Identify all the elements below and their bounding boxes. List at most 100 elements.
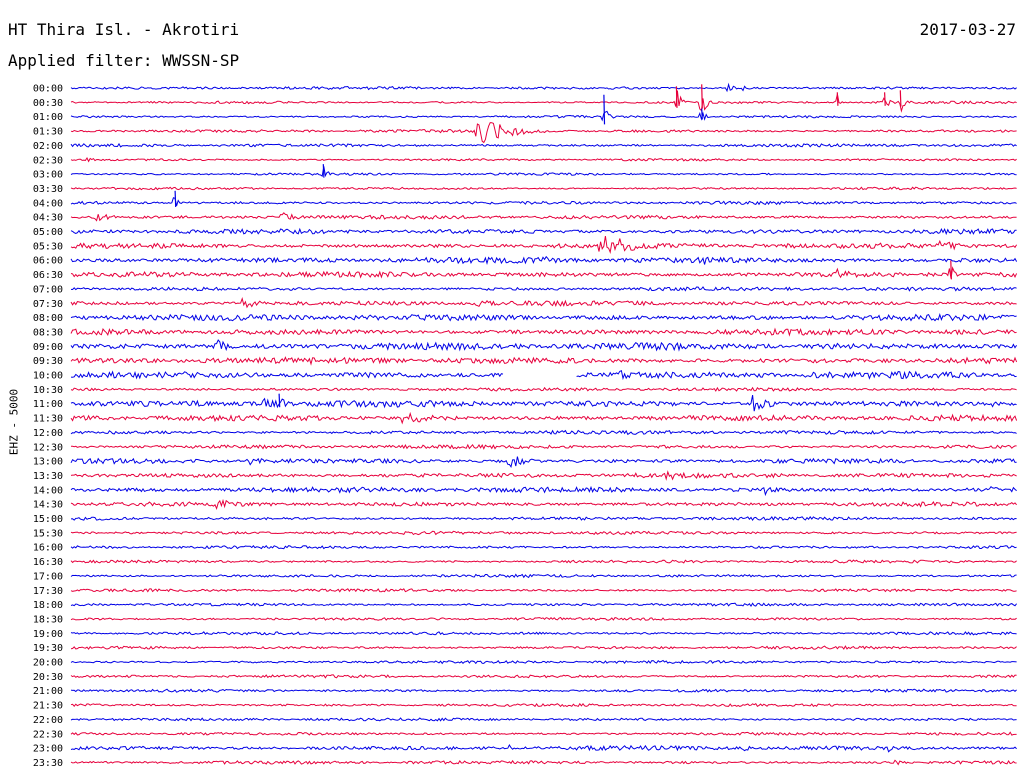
time-label: 13:00 [33, 457, 63, 468]
time-label: 15:00 [33, 514, 63, 525]
trace-row [70, 645, 1017, 650]
time-label: 17:00 [33, 571, 63, 582]
trace-row [70, 559, 1017, 564]
time-label: 19:30 [33, 643, 63, 654]
trace-row [70, 731, 1017, 736]
trace-row [70, 356, 1018, 366]
trace-row [70, 395, 1017, 412]
trace-row [70, 411, 1018, 425]
time-label: 02:00 [33, 141, 63, 152]
trace-row [70, 82, 1017, 93]
trace-row [70, 702, 1017, 708]
time-label: 04:00 [33, 198, 63, 209]
time-label: 03:00 [33, 170, 63, 181]
time-labels: 00:00 00:30 01:00 01:30 02:00 02:30 03:00 03:30… [33, 84, 63, 769]
event-spike [278, 393, 281, 408]
time-label: 14:00 [33, 485, 63, 496]
trace-row [70, 142, 1017, 148]
trace-row [70, 255, 1018, 265]
trace-row [70, 286, 1017, 292]
time-label: 00:00 [33, 84, 63, 95]
trace-row [70, 429, 1017, 436]
time-label: 19:00 [33, 629, 63, 640]
trace-row [70, 674, 1017, 679]
trace-row [70, 616, 1017, 621]
time-label: 02:30 [33, 155, 63, 166]
time-label: 01:00 [33, 112, 63, 123]
time-label: 01:30 [33, 127, 63, 138]
event-spike [701, 84, 703, 109]
time-label: 18:30 [33, 614, 63, 625]
time-label: 04:30 [33, 213, 63, 224]
time-label: 05:30 [33, 241, 63, 252]
trace-row [70, 602, 1017, 608]
time-label: 07:30 [33, 299, 63, 310]
trace-row [70, 90, 1017, 113]
time-label: 15:30 [33, 528, 63, 539]
event-spike [884, 92, 886, 106]
trace-row [70, 516, 1017, 522]
trace-row [70, 743, 1017, 753]
time-label: 11:30 [33, 414, 63, 425]
time-label: 13:30 [33, 471, 63, 482]
trace-row [70, 312, 1017, 322]
record-date: 2017-03-27 [919, 20, 1016, 39]
time-label: 06:00 [33, 256, 63, 267]
event-spike [322, 164, 325, 178]
time-label: 16:00 [33, 543, 63, 554]
time-label: 11:00 [33, 399, 63, 410]
event-spike [701, 108, 703, 120]
time-label: 22:30 [33, 729, 63, 740]
time-label: 21:30 [33, 701, 63, 712]
trace-row [70, 759, 1017, 766]
trace-row [70, 498, 1017, 510]
time-label: 21:00 [33, 686, 63, 697]
trace-row [70, 212, 1017, 222]
time-label: 08:00 [33, 313, 63, 324]
time-label: 10:30 [33, 385, 63, 396]
time-label: 05:00 [33, 227, 63, 238]
time-label: 20:00 [33, 658, 63, 669]
trace-layer [70, 82, 1018, 766]
time-label: 12:30 [33, 442, 63, 453]
time-label: 06:30 [33, 270, 63, 281]
time-label: 23:30 [33, 758, 63, 769]
time-label: 22:00 [33, 715, 63, 726]
time-label: 20:30 [33, 672, 63, 683]
filter-label: Applied filter: WWSSN-SP [8, 51, 240, 70]
trace-row [70, 297, 1017, 309]
time-label: 16:30 [33, 557, 63, 568]
trace-row [70, 186, 1017, 191]
event-spike [899, 90, 902, 107]
trace-row [70, 659, 1017, 665]
trace-row [70, 110, 1017, 122]
trace-row [70, 327, 1017, 337]
trace-row [71, 443, 1017, 450]
trace-row [70, 227, 1017, 236]
time-label: 17:30 [33, 586, 63, 597]
time-label: 14:30 [33, 500, 63, 511]
time-label: 18:00 [33, 600, 63, 611]
event-spike [675, 86, 678, 108]
event-spike [836, 92, 839, 106]
trace-row [70, 588, 1017, 593]
time-label: 07:00 [33, 284, 63, 295]
time-label: 09:00 [33, 342, 63, 353]
trace-row [70, 266, 1018, 279]
trace-row [70, 717, 1017, 722]
trace-row [70, 530, 1017, 536]
trace-row [70, 166, 1017, 178]
trace-row [70, 236, 1018, 255]
trace-row [70, 485, 1017, 497]
trace-row [70, 456, 1017, 469]
trace-row [70, 369, 1017, 381]
trace-row [70, 339, 1018, 352]
time-label: 03:30 [33, 184, 63, 195]
trace-row [70, 197, 1017, 206]
trace-row [70, 386, 1017, 392]
event-spike [603, 94, 606, 125]
time-label: 23:00 [33, 744, 63, 755]
time-label: 09:30 [33, 356, 63, 367]
event-spike [174, 190, 177, 208]
